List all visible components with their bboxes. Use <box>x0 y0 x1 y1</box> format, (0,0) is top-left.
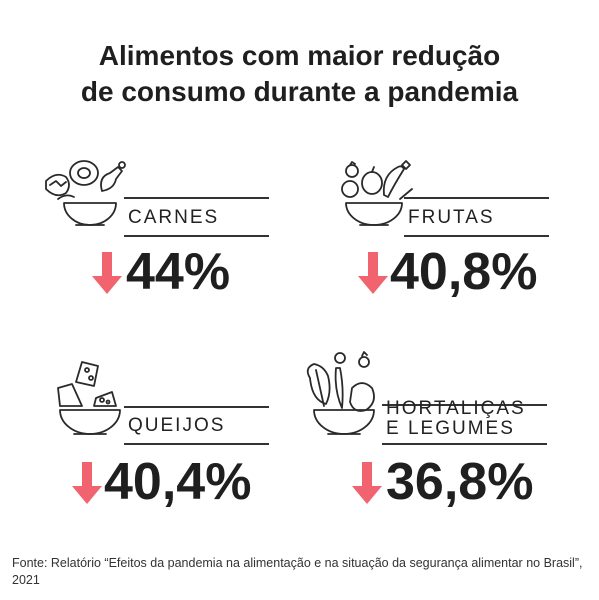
frutas-label: FRUTAS <box>408 207 495 228</box>
queijos-label: QUEIJOS <box>128 415 226 436</box>
cheese-bowl-icon <box>57 361 121 435</box>
frutas-line-bottom <box>404 235 549 237</box>
carnes-value: 44% <box>126 243 231 301</box>
carnes-line-top <box>124 197 269 199</box>
page-title: Alimentos com maior redução de consumo d… <box>0 38 599 110</box>
source-note: Fonte: Relatório “Efeitos da pandemia na… <box>12 556 583 587</box>
carnes-line-bottom <box>124 235 269 237</box>
hortalicas-label-1: HORTALIÇAS <box>386 398 526 419</box>
queijos-line-top <box>124 406 269 408</box>
vegetable-bowl-icon <box>306 351 375 435</box>
hortalicas-label-2: E LEGUMES <box>386 418 515 439</box>
down-arrow-icon <box>358 252 388 294</box>
carnes-label: CARNES <box>128 207 220 228</box>
fruit-bowl-icon <box>341 160 413 226</box>
frutas-line-top <box>404 197 549 199</box>
meat-bowl-icon <box>45 160 126 226</box>
hortalicas-line-bottom <box>382 443 547 445</box>
title-line-2: de consumo durante a pandemia <box>80 76 519 107</box>
hortalicas-line-top <box>382 404 547 406</box>
hortalicas-value: 36,8% <box>386 453 534 511</box>
title-line-1: Alimentos com maior redução <box>98 40 501 71</box>
down-arrow-icon <box>72 462 102 504</box>
queijos-value: 40,4% <box>104 453 252 511</box>
frutas-value: 40,8% <box>390 243 538 301</box>
down-arrow-icon <box>92 252 122 294</box>
queijos-line-bottom <box>124 443 269 445</box>
down-arrow-icon <box>352 462 382 504</box>
